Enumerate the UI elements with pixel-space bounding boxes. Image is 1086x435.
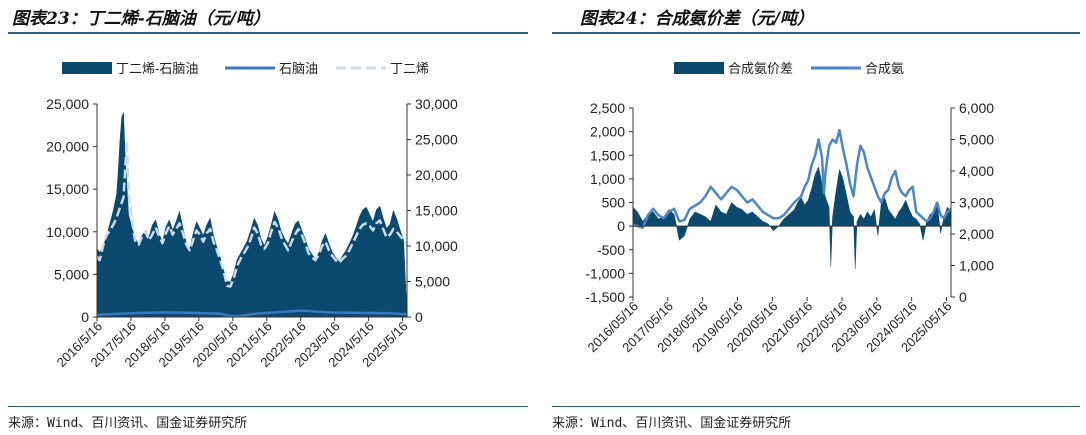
legend-label-2: 丁二烯	[390, 61, 429, 76]
y-right-tick-3: 15,000	[415, 203, 458, 219]
y-right-tick-6: 6,000	[959, 100, 994, 116]
chart-title-right: 图表24：合成氨价差（元/吨）	[580, 9, 814, 29]
y-left-tick-4: 20,000	[46, 139, 89, 155]
legend-swatch-0	[62, 62, 112, 74]
y-right-tick-6: 30,000	[415, 96, 458, 112]
legend-label-0: 丁二烯-石脑油	[116, 61, 198, 76]
y-right-tick-4: 20,000	[415, 167, 458, 183]
y-left-tick-3: 15,000	[46, 181, 89, 197]
series-line-1	[96, 309, 408, 318]
series-area-0	[96, 112, 408, 318]
y-left-tick-5: 25,000	[46, 96, 89, 112]
chart-title-left: 图表23：丁二烯-石脑油（元/吨）	[12, 9, 270, 29]
y-right-tick-5: 25,000	[415, 132, 458, 148]
title-rule-left	[8, 32, 528, 34]
y-left-tick-6: 1,500	[590, 147, 625, 163]
y-left-tick-1: -1,000	[585, 265, 625, 281]
legend-label-1: 合成氨	[865, 61, 904, 76]
chart-right: 合成氨价差 合成氨 -1,500 -1,000 -500 0 500 1,000 1,500 2,…	[584, 61, 994, 355]
source-rule-left	[8, 406, 528, 407]
y-left-tick-2: -500	[597, 242, 625, 258]
y-right-tick-2: 10,000	[415, 238, 458, 254]
y-right-tick-4: 4,000	[959, 163, 994, 179]
y-left-tick-7: 2,000	[590, 124, 625, 140]
series-line-1	[632, 128, 952, 229]
y-left-tick-2: 10,000	[46, 224, 89, 240]
y-left-tick-1: 5,000	[54, 266, 89, 282]
series-line-2	[96, 139, 409, 288]
y-right-tick-5: 5,000	[959, 132, 994, 148]
legend-label-1: 石脑油	[279, 61, 318, 76]
y-left-tick-0: 0	[81, 309, 89, 325]
source-rule-right	[552, 406, 1080, 407]
y-right-tick-1: 5,000	[415, 274, 450, 290]
y-right-tick-2: 2,000	[959, 226, 994, 242]
y-left-tick-0: -1,500	[585, 289, 625, 305]
y-left-tick-4: 500	[602, 195, 626, 211]
chart-left: 丁二烯-石脑油 石脑油 丁二烯 0 5,000 10,000 15,000 20,000 25,…	[46, 61, 458, 370]
source-left: 来源：Wind、百川资讯、国金证券研究所	[8, 416, 248, 431]
y-left-tick-8: 2,500	[590, 100, 625, 116]
source-right: 来源：Wind、百川资讯、国金证券研究所	[552, 416, 792, 431]
legend-swatch-0	[674, 62, 724, 74]
y-right-tick-0: 0	[959, 289, 967, 305]
legend-label-0: 合成氨价差	[728, 61, 793, 76]
y-left-tick-3: 0	[617, 218, 625, 234]
title-rule-right	[552, 32, 1080, 34]
y-left-tick-5: 1,000	[590, 171, 625, 187]
y-right-tick-0: 0	[415, 309, 423, 325]
y-right-tick-3: 3,000	[959, 195, 994, 211]
y-right-tick-1: 1,000	[959, 258, 994, 274]
series-area-0	[632, 166, 952, 269]
